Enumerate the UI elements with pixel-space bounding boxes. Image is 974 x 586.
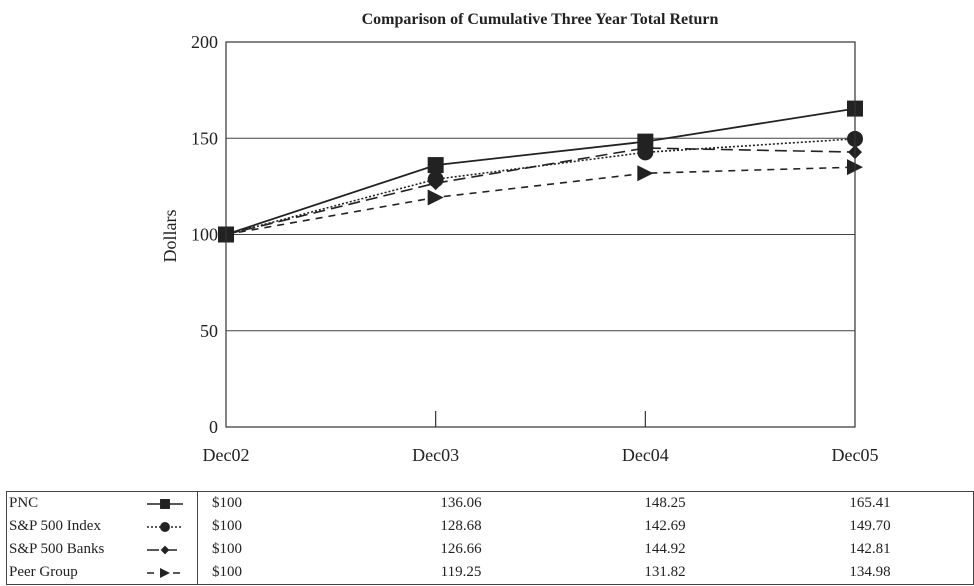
y-tick-label: 0 xyxy=(209,417,218,437)
legend-value: 148.25 xyxy=(644,495,686,511)
series-line-sp-500-index xyxy=(225,138,856,236)
legend-marker-sample xyxy=(160,498,170,509)
x-tick-labels: Dec02 Dec03 Dec04 Dec05 xyxy=(203,445,879,465)
legend-value: 126.66 xyxy=(440,541,482,557)
legend-row-pnc: PNC $100 136.06 148.25 165.41 xyxy=(7,491,974,515)
data-point-peer-group xyxy=(637,165,654,182)
x-tick-label: Dec04 xyxy=(622,445,669,465)
legend-data-table: PNC $100 136.06 148.25 165.41 S&P 500 Index $1… xyxy=(6,491,974,585)
legend-value: $100 xyxy=(212,564,242,580)
line-chart: Comparison of Cumulative Three Year Tota… xyxy=(160,11,879,465)
series-line-pnc xyxy=(225,107,856,236)
legend-value: $100 xyxy=(212,518,242,534)
legend-value: 131.82 xyxy=(644,564,686,580)
data-point-pnc xyxy=(637,133,654,150)
y-tick-label: 50 xyxy=(200,321,218,341)
legend-row-sp-500-banks: S&P 500 Banks $100 126.66 144.92 142.81 xyxy=(7,538,974,561)
legend-value: 144.92 xyxy=(644,541,686,557)
series-line-peer-group xyxy=(225,166,856,236)
grid-lines xyxy=(226,137,855,427)
x-tick-label: Dec03 xyxy=(412,445,459,465)
legend-value: 149.70 xyxy=(849,518,891,534)
legend-value: 128.68 xyxy=(440,518,482,534)
series-lines xyxy=(218,100,863,243)
legend-value: 142.81 xyxy=(849,541,891,557)
legend-label: S&P 500 Banks xyxy=(9,541,105,557)
y-tick-labels: 0 50 100 150 200 xyxy=(191,32,218,437)
legend-value: 165.41 xyxy=(849,495,891,511)
legend-swatch xyxy=(133,561,198,585)
legend-value: 136.06 xyxy=(440,495,482,511)
legend-row-peer-group: Peer Group $100 119.25 131.82 134.98 xyxy=(7,561,974,585)
legend-marker-sample xyxy=(160,567,170,578)
legend-value: 119.25 xyxy=(440,564,482,580)
legend-value: $100 xyxy=(212,495,242,511)
data-point-peer-group xyxy=(427,189,444,206)
legend-label: Peer Group xyxy=(9,564,78,580)
legend-label: S&P 500 Index xyxy=(9,518,101,534)
legend-value: 142.69 xyxy=(644,518,686,534)
legend-label: PNC xyxy=(9,495,39,511)
legend-swatch xyxy=(133,538,198,561)
legend-marker-sample xyxy=(160,545,170,554)
y-tick-label: 100 xyxy=(191,225,218,245)
legend-value: $100 xyxy=(212,541,242,557)
y-axis-label: Dollars xyxy=(160,210,180,263)
y-tick-label: 150 xyxy=(191,128,218,148)
data-point-sp-500-index xyxy=(427,171,444,188)
series-peer-group xyxy=(218,159,863,243)
series-pnc xyxy=(218,100,863,243)
legend-swatch xyxy=(133,491,198,515)
legend-row-sp-500-index: S&P 500 Index $100 128.68 142.69 149.70 xyxy=(7,515,974,538)
legend-value: 134.98 xyxy=(849,564,891,580)
legend-marker-sample xyxy=(160,521,170,532)
series-sp-500-banks xyxy=(219,141,862,242)
x-tick-label: Dec05 xyxy=(832,445,879,465)
series-sp-500-index xyxy=(218,130,863,243)
plot-frame xyxy=(225,41,856,428)
legend-swatch xyxy=(133,515,198,538)
series-line-sp-500-banks xyxy=(225,147,856,236)
x-tick-label: Dec02 xyxy=(203,445,250,465)
chart-title: Comparison of Cumulative Three Year Tota… xyxy=(362,11,719,28)
data-point-pnc xyxy=(427,157,444,174)
y-tick-label: 200 xyxy=(191,32,218,52)
